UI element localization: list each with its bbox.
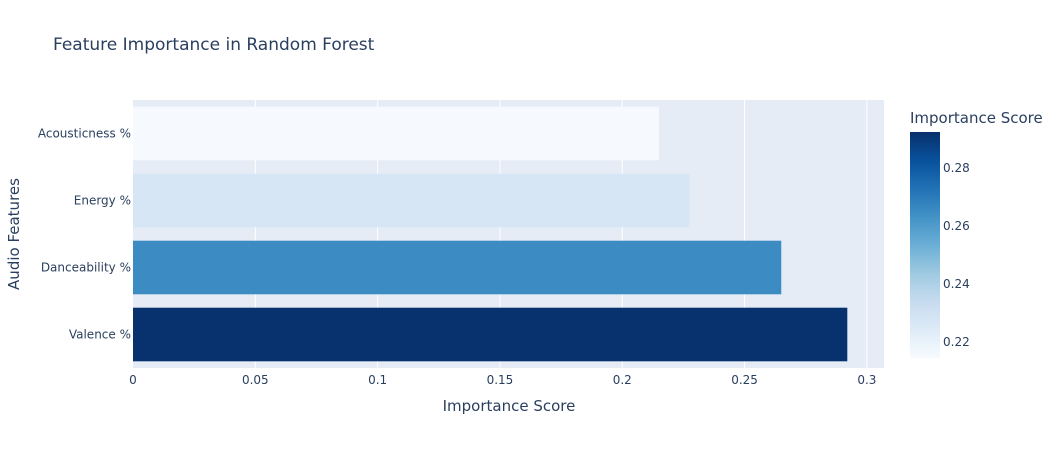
colorbar — [910, 132, 940, 358]
x-tick-label: 0 — [129, 373, 137, 387]
y-axis-label: Audio Features — [5, 178, 23, 290]
y-tick-label: Energy % — [74, 194, 131, 208]
colorbar-tick-labels: 0.22 0.24 0.26 0.28 — [943, 161, 970, 349]
y-tick-labels: Valence % Danceability % Energy % Acousticn… — [38, 127, 131, 342]
colorbar-tick-label: 0.26 — [943, 219, 970, 233]
colorbar-tick-label: 0.28 — [943, 161, 970, 175]
y-tick-label: Acousticness % — [38, 127, 131, 141]
colorbar-tick-label: 0.24 — [943, 277, 970, 291]
x-tick-label: 0.3 — [857, 373, 876, 387]
x-tick-labels: 0 0.05 0.1 0.15 0.2 0.25 0.3 — [129, 373, 876, 387]
bar — [133, 173, 690, 228]
x-tick-label: 0.15 — [487, 373, 514, 387]
x-tick-label: 0.25 — [731, 373, 758, 387]
x-tick-label: 0.1 — [368, 373, 387, 387]
bar — [133, 106, 659, 161]
bar — [133, 307, 848, 362]
colorbar-tick-label: 0.22 — [943, 335, 970, 349]
chart-title: Feature Importance in Random Forest — [53, 35, 375, 55]
x-tick-label: 0.2 — [613, 373, 632, 387]
bar — [133, 240, 782, 295]
y-tick-label: Valence % — [69, 328, 131, 342]
bars — [133, 106, 848, 362]
colorbar-title: Importance Score — [910, 109, 1043, 127]
y-tick-label: Danceability % — [41, 261, 131, 275]
x-axis-label: Importance Score — [443, 397, 576, 415]
x-tick-label: 0.05 — [242, 373, 269, 387]
